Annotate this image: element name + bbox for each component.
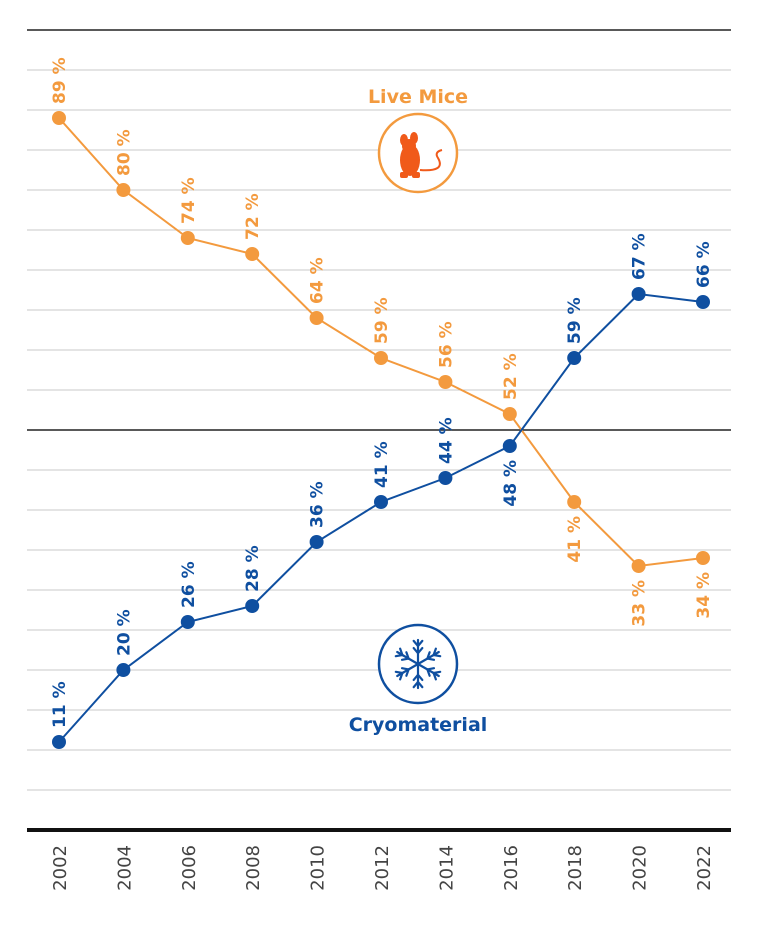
x-tick-label: 2018	[565, 845, 586, 891]
data-label-cryomaterial: 44 %	[436, 417, 456, 464]
point-cryomaterial	[696, 295, 710, 309]
data-label-cryomaterial: 67 %	[630, 233, 650, 280]
x-tick-label: 2022	[694, 845, 715, 891]
series-name-cryomaterial: Cryomaterial	[349, 714, 488, 736]
point-cryomaterial	[116, 663, 131, 677]
data-label-cryomaterial: 20 %	[114, 609, 134, 656]
x-tick-label: 2014	[436, 845, 457, 891]
snowflake-icon	[394, 638, 442, 690]
series-name-live-mice: Live Mice	[368, 86, 468, 108]
point-cryomaterial	[631, 287, 646, 301]
x-tick-label: 2010	[308, 845, 329, 891]
point-live-mice	[631, 559, 646, 573]
point-cryomaterial	[309, 535, 324, 549]
data-label-cryomaterial: 66 %	[694, 241, 714, 288]
point-cryomaterial	[180, 615, 195, 629]
live-mice-badge: Live Mice	[368, 86, 468, 194]
x-tick-label: 2020	[630, 845, 651, 891]
data-label-live-mice: 41 %	[565, 516, 585, 563]
data-labels: 89 % 80 % 74 % 72 % 64 % 59 % 56 % 52 % 41 % 33 %…	[50, 57, 714, 728]
data-label-live-mice: 34 %	[694, 572, 714, 619]
x-tick-label: 2008	[243, 845, 264, 891]
point-live-mice	[696, 551, 710, 565]
point-live-mice	[502, 407, 517, 421]
data-label-cryomaterial: 48 %	[501, 460, 521, 507]
data-label-live-mice: 72 %	[243, 193, 263, 240]
x-tick-label: 2002	[50, 845, 71, 891]
data-label-cryomaterial: 41 %	[372, 441, 392, 488]
data-label-cryomaterial: 28 %	[243, 545, 263, 592]
data-label-cryomaterial: 11 %	[50, 681, 70, 728]
point-cryomaterial	[245, 599, 260, 613]
data-label-live-mice: 80 %	[114, 129, 134, 176]
data-label-live-mice: 56 %	[436, 321, 456, 368]
point-live-mice	[180, 231, 195, 245]
data-label-live-mice: 74 %	[179, 177, 199, 224]
point-live-mice	[52, 111, 66, 125]
x-tick-label: 2012	[372, 845, 393, 891]
data-label-cryomaterial: 36 %	[308, 481, 328, 528]
mouse-icon	[400, 132, 443, 178]
gridlines	[27, 69, 731, 791]
x-tick-label: 2016	[501, 845, 522, 891]
point-cryomaterial	[438, 471, 453, 485]
x-tick-label: 2006	[179, 845, 200, 891]
series-layer	[52, 111, 710, 749]
point-cryomaterial	[567, 351, 582, 365]
point-live-mice	[374, 351, 388, 365]
point-cryomaterial	[502, 439, 517, 453]
data-label-cryomaterial: 59 %	[565, 297, 585, 344]
data-label-live-mice: 52 %	[501, 353, 521, 400]
point-live-mice	[116, 183, 131, 197]
data-label-live-mice: 59 %	[372, 297, 392, 344]
point-live-mice	[245, 247, 260, 261]
cryomaterial-badge: Cryomaterial	[349, 623, 488, 736]
data-label-cryomaterial: 26 %	[179, 561, 199, 608]
point-cryomaterial	[52, 735, 66, 749]
data-label-live-mice: 33 %	[630, 580, 650, 627]
data-label-live-mice: 64 %	[308, 257, 328, 304]
point-cryomaterial	[374, 495, 388, 509]
x-tick-labels: 2002 2004 2006 2008 2010 2012 2014 2016 2018 2020…	[50, 845, 715, 891]
point-live-mice	[309, 311, 324, 325]
data-label-live-mice: 89 %	[50, 57, 70, 104]
point-live-mice	[438, 375, 453, 389]
point-live-mice	[567, 495, 582, 509]
x-tick-label: 2004	[114, 845, 135, 891]
